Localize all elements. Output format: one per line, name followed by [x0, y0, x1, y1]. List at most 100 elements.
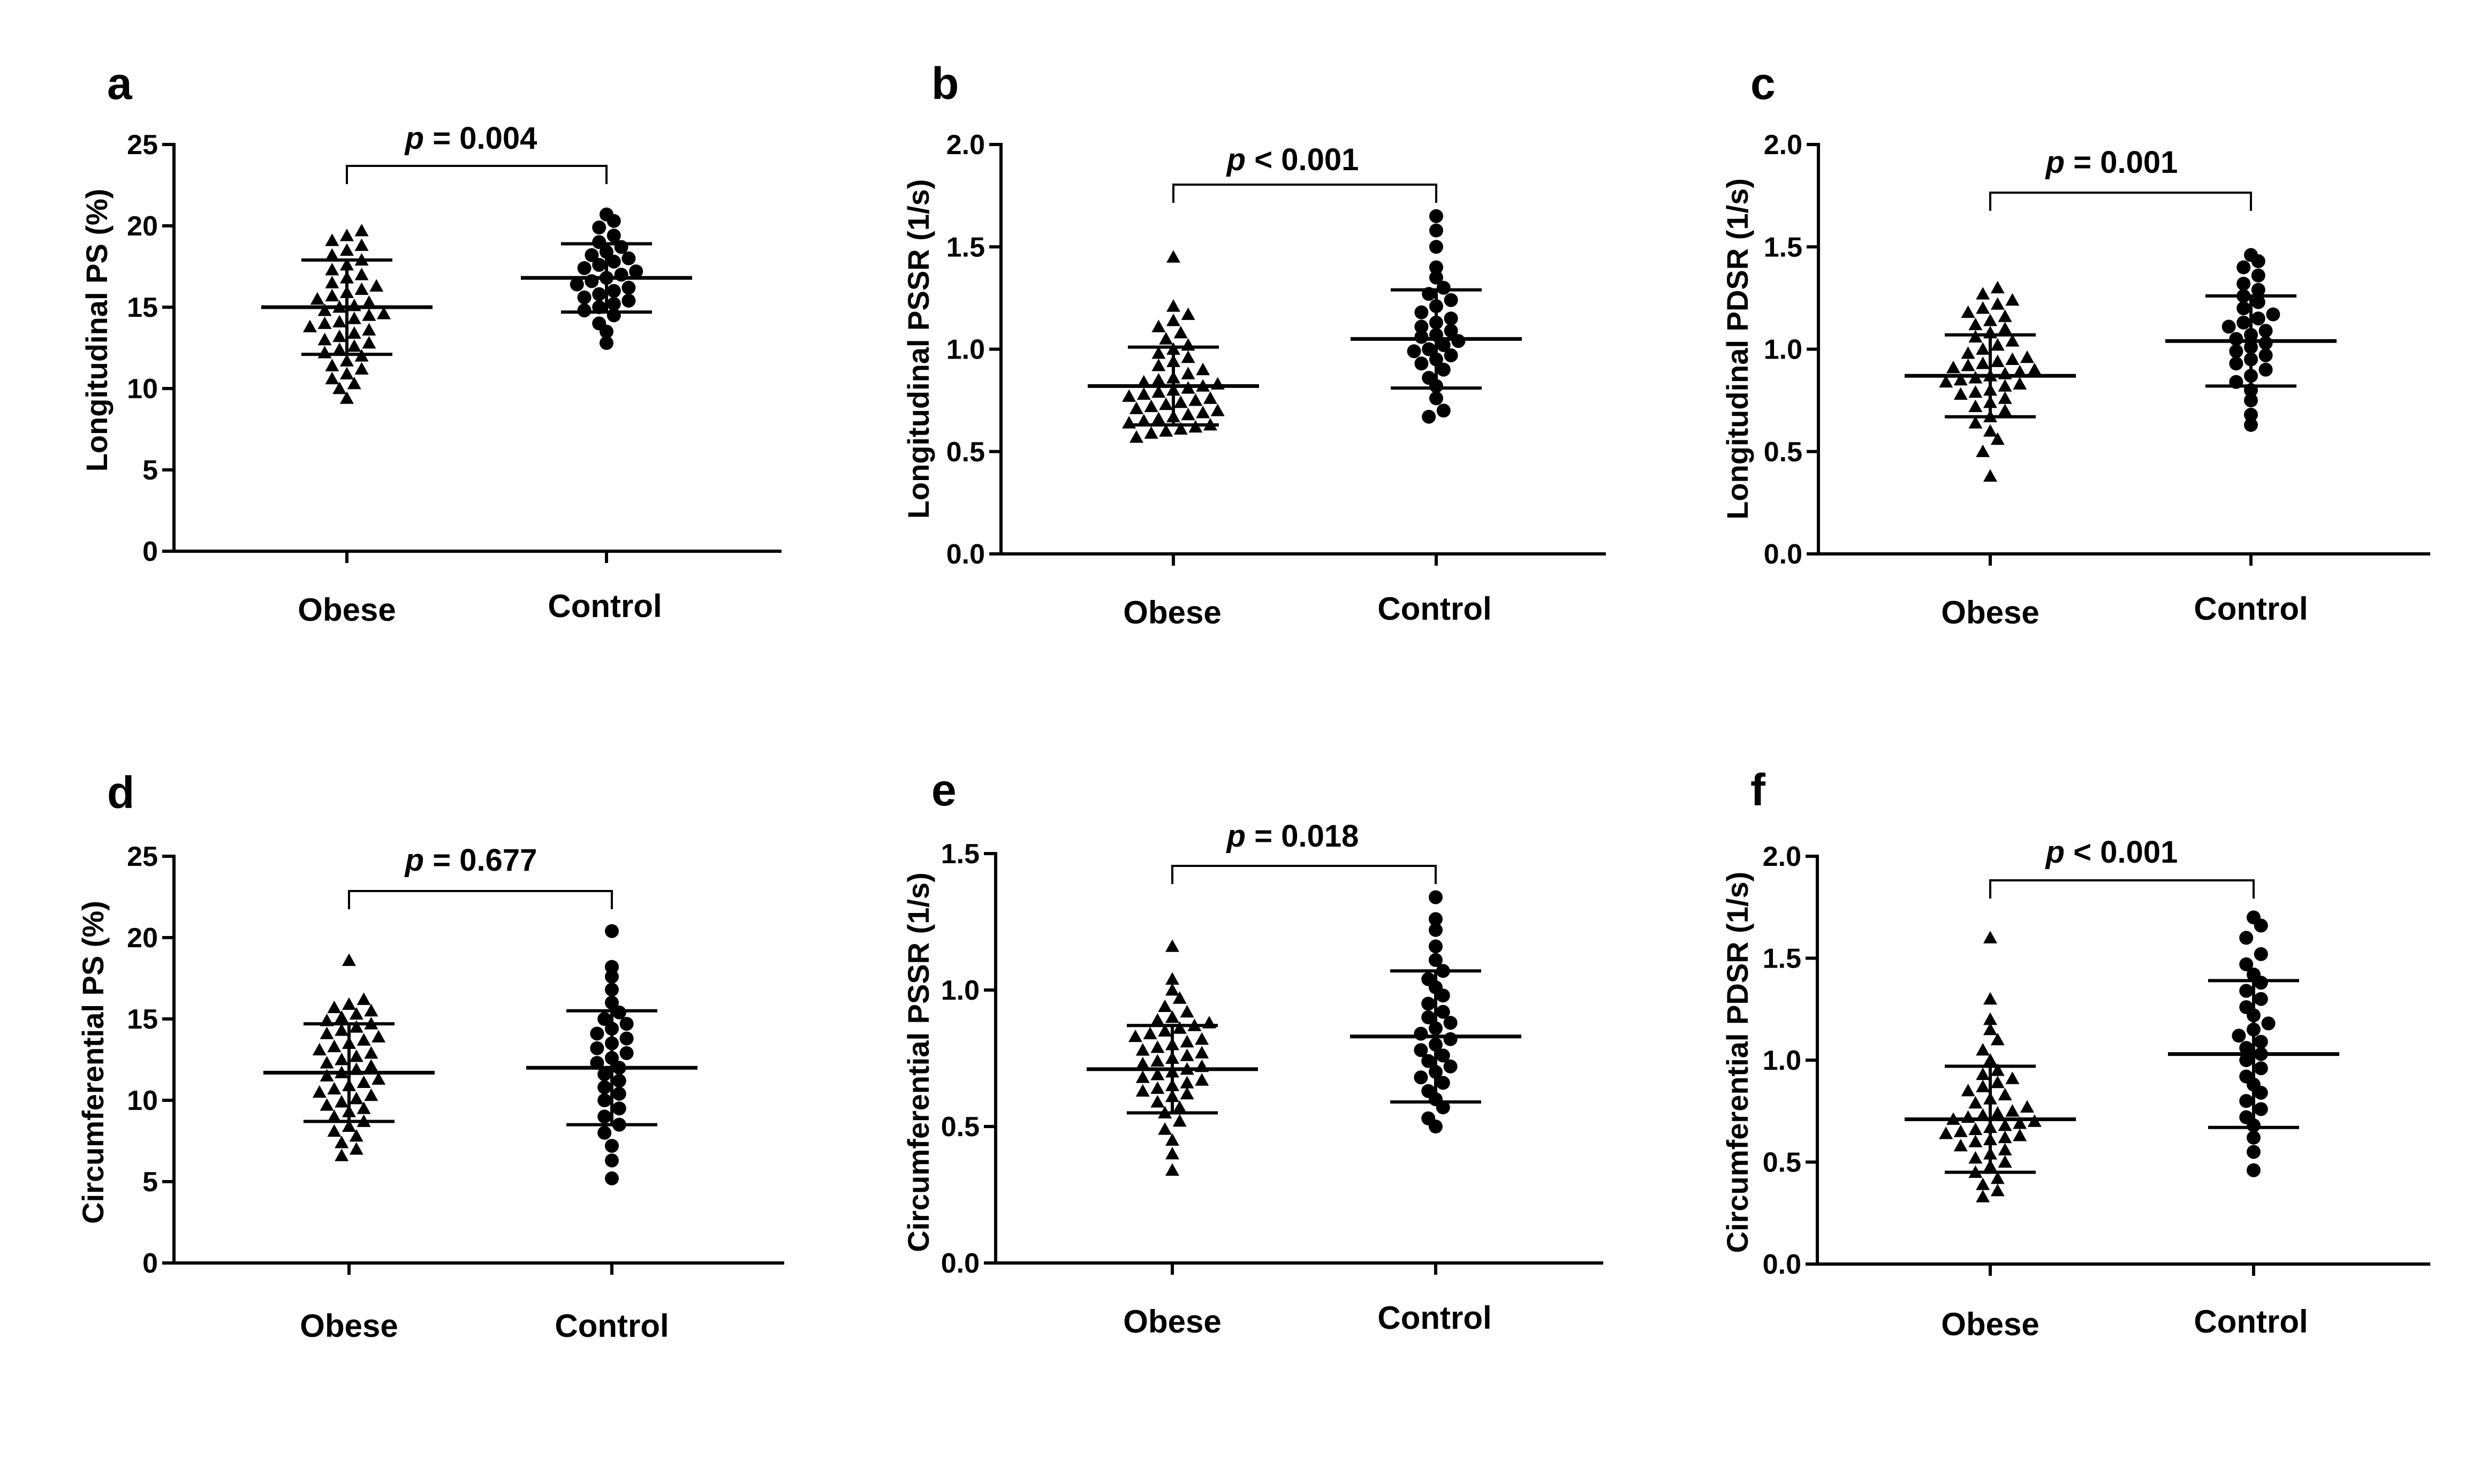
y-tick-label-a: 15 — [127, 292, 158, 323]
data-point-e-control — [1436, 1100, 1450, 1115]
data-point-b-control — [1436, 404, 1451, 418]
data-point-f-obese — [1998, 1087, 2012, 1101]
data-point-a-obese — [354, 282, 369, 295]
panel-label-a: a — [107, 58, 133, 109]
data-point-c-obese — [1983, 469, 1997, 482]
data-point-e-control — [1429, 953, 1443, 967]
data-point-f-obese — [2020, 1100, 2034, 1113]
data-point-f-obese — [1983, 1022, 1997, 1036]
p-prefix-a: p — [404, 121, 424, 156]
category-label-d-obese: Obese — [300, 1308, 398, 1344]
data-point-a-obese — [325, 288, 339, 302]
data-point-f-control — [2254, 947, 2268, 961]
data-point-d-obese — [364, 1059, 378, 1072]
data-point-c-obese — [1953, 372, 1968, 386]
data-point-e-control — [1421, 996, 1436, 1011]
data-point-a-obese — [310, 292, 324, 305]
data-point-a-obese — [347, 376, 361, 390]
data-point-e-control — [1429, 890, 1443, 904]
data-point-b-obese — [1129, 430, 1143, 443]
y-tick-label-f: 2.0 — [1763, 841, 1801, 872]
data-point-e-control — [1429, 912, 1443, 926]
data-point-b-control — [1444, 348, 1458, 362]
data-point-b-obese — [1151, 412, 1166, 424]
data-point-c-control — [2258, 362, 2273, 377]
category-label-b-obese: Obese — [1123, 595, 1221, 630]
data-point-a-obese — [347, 311, 361, 324]
data-point-e-obese — [1195, 1073, 1209, 1086]
data-point-d-obese — [335, 1095, 349, 1108]
panel-label-d: d — [107, 767, 134, 818]
data-point-e-obese — [1172, 1021, 1187, 1034]
data-point-f-control — [2239, 1053, 2254, 1067]
data-point-e-obese — [1195, 1046, 1209, 1059]
data-point-b-obese — [1196, 406, 1210, 418]
category-label-a-control: Control — [548, 588, 662, 624]
data-point-c-obese — [1976, 444, 1990, 458]
data-point-e-obese — [1180, 1086, 1194, 1100]
data-point-d-obese — [349, 1007, 363, 1020]
data-point-b-control — [1429, 260, 1443, 275]
data-point-b-control — [1414, 319, 1429, 334]
panel-label-c: c — [1750, 58, 1776, 109]
data-point-c-control — [2229, 332, 2243, 346]
data-point-c-control — [2251, 268, 2265, 283]
y-tick-label-d: 15 — [127, 1004, 158, 1035]
data-point-d-control — [619, 1046, 634, 1060]
y-tick-label-b: 1.5 — [946, 232, 985, 263]
data-point-c-obese — [1990, 280, 2005, 294]
data-point-f-obese — [1961, 1084, 1975, 1097]
significance-bracket-a — [346, 165, 608, 184]
data-point-d-obese — [335, 1053, 349, 1066]
data-point-e-obese — [1180, 1076, 1194, 1089]
data-point-f-control — [2254, 1034, 2268, 1049]
data-point-e-obese — [1158, 999, 1172, 1012]
data-point-d-obese — [349, 1020, 363, 1033]
data-point-f-obese — [1990, 1106, 2005, 1119]
y-axis-title-b: Longitudinal PSSR (1/s) — [901, 179, 935, 519]
data-point-e-control — [1436, 1004, 1450, 1019]
data-point-c-control — [2221, 319, 2236, 334]
data-point-c-control — [2244, 393, 2258, 408]
data-point-d-obese — [327, 1124, 342, 1137]
y-tick-label-b: 2.0 — [946, 130, 985, 161]
data-point-d-obese — [312, 1085, 327, 1098]
p-rest-b: < 0.001 — [1246, 142, 1359, 177]
data-point-e-obese — [1165, 972, 1179, 985]
data-point-d-obese — [335, 1148, 349, 1161]
data-point-a-obese — [347, 326, 361, 339]
data-point-f-control — [2254, 1085, 2268, 1100]
y-tick-label-d: 10 — [127, 1085, 158, 1116]
data-point-b-obese — [1181, 367, 1195, 379]
data-point-e-obese — [1165, 939, 1179, 952]
p-prefix-d: p — [404, 843, 424, 878]
data-point-a-control — [621, 251, 636, 265]
data-point-c-control — [2266, 307, 2280, 322]
data-point-d-control — [597, 1125, 612, 1140]
data-point-b-obese — [1159, 332, 1173, 345]
data-point-a-obese — [362, 323, 376, 336]
data-point-d-control — [605, 1139, 619, 1153]
p-rest-c: = 0.001 — [2065, 145, 2178, 180]
y-tick-label-f: 1.0 — [1763, 1045, 1801, 1076]
data-point-d-obese — [357, 1075, 371, 1088]
y-tick-label-a: 20 — [127, 211, 158, 242]
data-point-f-obese — [1976, 1067, 1990, 1080]
panel-a: a Longitudinal PS (%) p = 0.004 Obese Co… — [80, 58, 782, 628]
p-prefix-b: p — [1226, 142, 1246, 177]
data-point-e-control — [1414, 1026, 1428, 1041]
data-point-b-obese — [1181, 407, 1195, 421]
y-tick-label-f: 0.5 — [1763, 1147, 1801, 1178]
data-point-b-obese — [1151, 319, 1166, 332]
data-point-b-control — [1444, 324, 1458, 338]
data-point-c-obese — [1983, 424, 1997, 437]
data-point-a-obese — [325, 248, 339, 261]
data-point-f-control — [2232, 1029, 2246, 1043]
y-axis-title-f: Circumferential PDSR (1/s) — [1720, 872, 1754, 1253]
data-point-d-obese — [342, 1119, 356, 1132]
data-point-d-control — [619, 1017, 634, 1031]
data-point-a-control — [592, 287, 606, 301]
data-point-e-obese — [1150, 1040, 1165, 1053]
data-point-f-obese — [2005, 1104, 2020, 1117]
data-point-c-control — [2229, 356, 2243, 371]
